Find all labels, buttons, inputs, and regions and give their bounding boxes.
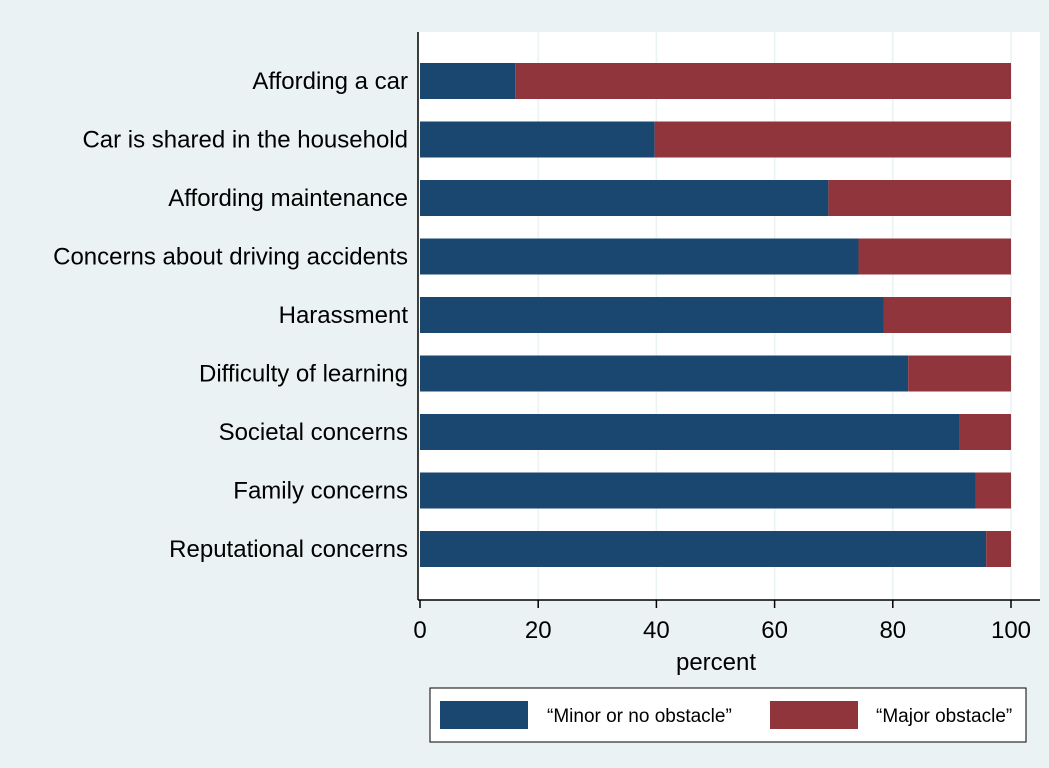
x-tick-label-80: 80 <box>879 617 906 644</box>
x-tick-label-40: 40 <box>643 617 670 644</box>
bar-minor-4 <box>420 297 884 333</box>
x-tick-label-100: 100 <box>991 617 1031 644</box>
x-tick-label-0: 0 <box>413 617 426 644</box>
bar-major-2 <box>828 180 1011 216</box>
bar-minor-5 <box>420 355 909 392</box>
legend-box <box>429 687 1027 743</box>
category-label-4: Harassment <box>279 302 409 329</box>
bar-major-1 <box>654 121 1011 158</box>
bar-major-5 <box>908 355 1011 392</box>
category-label-0: Affording a car <box>252 68 408 95</box>
bar-minor-0 <box>420 63 516 99</box>
bar-major-4 <box>883 297 1011 333</box>
category-label-3: Concerns about driving accidents <box>53 244 408 271</box>
category-label-2: Affording maintenance <box>168 185 408 212</box>
legend-swatch-major <box>770 701 858 729</box>
bar-major-3 <box>858 238 1011 275</box>
bar-major-8 <box>986 531 1011 567</box>
legend-label-minor: “Minor or no obstacle” <box>547 706 732 727</box>
legend-swatch-minor <box>440 701 528 729</box>
x-tick-label-60: 60 <box>761 617 788 644</box>
bar-major-0 <box>515 63 1011 99</box>
bar-minor-7 <box>420 472 976 509</box>
category-label-1: Car is shared in the household <box>82 127 408 154</box>
bars <box>420 63 1011 567</box>
x-axis-ticks: 0 20 40 60 80 100 <box>413 600 1031 644</box>
x-tick-label-20: 20 <box>525 617 552 644</box>
category-label-8: Reputational concerns <box>169 536 408 563</box>
bar-minor-2 <box>420 180 829 216</box>
bar-minor-3 <box>420 238 859 275</box>
x-axis-title: percent <box>676 649 756 676</box>
legend: “Minor or no obstacle” “Major obstacle” <box>429 687 1027 743</box>
legend-label-major: “Major obstacle” <box>876 706 1012 727</box>
bar-major-6 <box>959 414 1011 450</box>
category-label-6: Societal concerns <box>219 419 408 446</box>
category-label-5: Difficulty of learning <box>199 361 408 388</box>
bar-minor-8 <box>420 531 987 567</box>
bar-minor-6 <box>420 414 960 450</box>
bar-major-7 <box>975 472 1011 509</box>
category-label-7: Family concerns <box>233 478 408 505</box>
bar-minor-1 <box>420 121 655 158</box>
category-labels: Affording a car Car is shared in the hous… <box>53 68 408 563</box>
